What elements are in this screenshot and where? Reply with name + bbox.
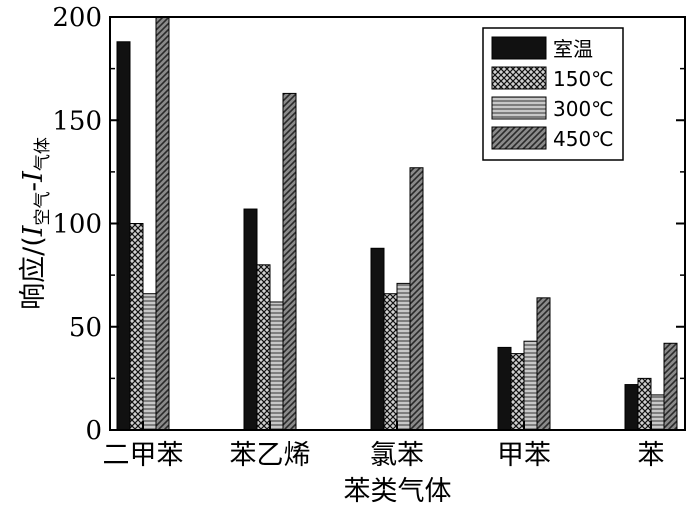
legend-label: 室温 — [553, 37, 593, 61]
y-axis-title-dash: - — [18, 182, 49, 192]
legend-label: 300℃ — [553, 97, 614, 121]
y-tick-label: 100 — [52, 210, 102, 240]
bar — [129, 223, 144, 431]
bar — [637, 377, 652, 431]
bar — [256, 264, 271, 431]
bar — [243, 208, 258, 431]
y-tick-label: 200 — [52, 3, 102, 33]
bar — [383, 293, 398, 431]
y-tick-label: 150 — [52, 106, 102, 136]
x-axis-title: 苯类气体 — [344, 476, 452, 507]
y-tick-label: 50 — [69, 313, 102, 343]
x-tick-label: 氯苯 — [370, 440, 424, 471]
bar — [409, 167, 424, 431]
bar — [396, 282, 411, 431]
x-tick-label: 苯 — [638, 440, 665, 471]
y-axis-title-i1: I — [18, 224, 49, 237]
legend: 室温 150℃ 300℃ 450℃ — [482, 27, 624, 161]
legend-swatch — [491, 66, 547, 90]
bar — [282, 92, 297, 431]
bar — [523, 340, 538, 431]
bar — [116, 41, 131, 431]
legend-label: 150℃ — [553, 67, 614, 91]
legend-swatch — [491, 96, 547, 120]
axes: 0 50 100 150 200 二甲苯 苯乙烯 氯苯 甲苯 苯 — [52, 3, 686, 471]
bar — [510, 353, 525, 431]
y-axis-title-sub2: 气体 — [33, 137, 53, 171]
y-axis-title: 响应/(I空气-I气体 — [18, 137, 53, 310]
bar — [155, 16, 170, 431]
bar — [650, 394, 665, 431]
x-tick-label: 苯乙烯 — [230, 440, 311, 471]
y-tick-label: 0 — [85, 416, 102, 446]
bar — [624, 384, 639, 431]
legend-swatch — [491, 36, 547, 60]
bars-group — [116, 16, 678, 431]
y-axis-title-i2: I — [18, 170, 49, 183]
bar — [370, 247, 385, 431]
y-axis-title-main: 响应/( — [18, 236, 49, 310]
bar — [663, 342, 678, 431]
legend-label: 450℃ — [553, 127, 614, 151]
bar — [497, 346, 512, 431]
legend-swatch — [491, 126, 547, 150]
y-axis-title-sub1: 空气 — [33, 192, 53, 226]
x-tick-label: 二甲苯 — [103, 440, 184, 471]
bar — [536, 297, 551, 431]
bar — [269, 301, 284, 431]
x-tick-label: 甲苯 — [497, 440, 551, 471]
bar — [142, 293, 157, 431]
